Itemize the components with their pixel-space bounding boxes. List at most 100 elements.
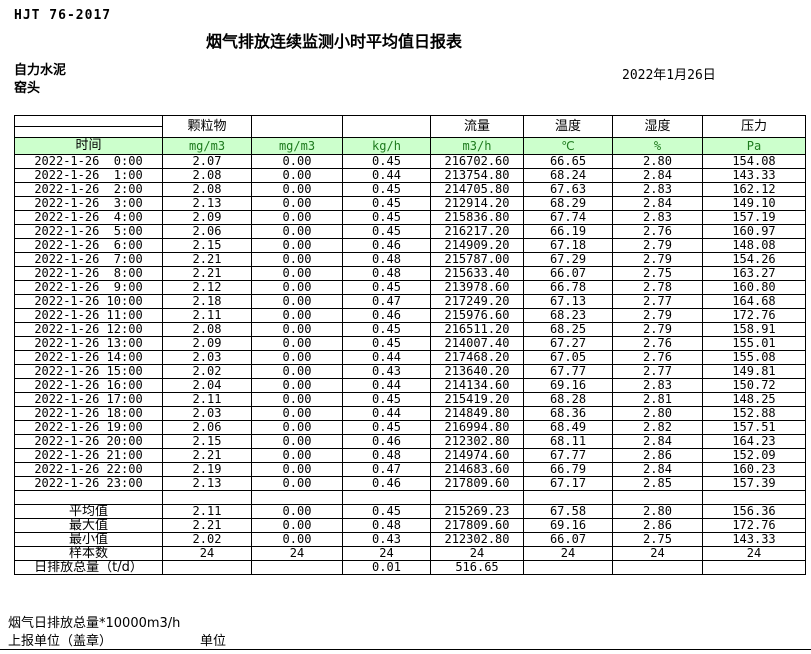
value-cell: 214974.60 (430, 448, 524, 463)
value-cell: 2.79 (612, 238, 703, 253)
value-cell: 2.11 (162, 504, 252, 519)
value-cell: 2.21 (162, 448, 252, 463)
value-cell: 2.75 (612, 266, 703, 281)
value-cell: 68.28 (523, 392, 613, 407)
value-cell: 215836.80 (430, 210, 524, 225)
empty-cell (162, 490, 252, 505)
value-cell: 2.04 (162, 378, 252, 393)
table-row: 2022-1-26 12:00 2.08 0.00 0.45 216511.20 68.2… (14, 322, 806, 337)
value-cell: 162.12 (702, 182, 806, 197)
value-cell: 0.45 (342, 154, 431, 169)
value-cell: 0.45 (342, 392, 431, 407)
table-row: 2022-1-26 3:00 2.13 0.00 0.45 212914.20 68.29… (14, 196, 806, 211)
value-cell: 66.19 (523, 224, 613, 239)
time-cell: 2022-1-26 19:00 (14, 420, 163, 435)
table-row: 2022-1-26 13:00 2.09 0.00 0.45 214007.40 67.2… (14, 336, 806, 351)
report-unit-label: 上报单位（盖章） (8, 634, 113, 649)
value-cell: 0.44 (342, 168, 431, 183)
value-cell: 67.27 (523, 336, 613, 351)
time-cell: 2022-1-26 21:00 (14, 448, 163, 463)
value-cell: 2.83 (612, 210, 703, 225)
value-cell: 24 (430, 546, 524, 561)
time-cell: 2022-1-26 1:00 (14, 168, 163, 183)
col-group-temperature: 温度 (523, 115, 613, 138)
value-cell: 0.46 (342, 476, 431, 491)
value-cell: 67.13 (523, 294, 613, 309)
row-label-cell: 日排放总量（t/d） (14, 560, 163, 575)
time-cell: 2022-1-26 15:00 (14, 364, 163, 379)
value-cell: 66.07 (523, 532, 613, 547)
col-group-blank-1 (251, 115, 343, 138)
value-cell: 0.00 (251, 476, 343, 491)
value-cell: 216511.20 (430, 322, 524, 337)
value-cell: 2.21 (162, 266, 252, 281)
value-cell: 160.23 (702, 462, 806, 477)
value-cell: 2.84 (612, 196, 703, 211)
summary-row: 最大值 2.21 0.00 0.48 217809.60 69.16 2.86 172.76 (14, 518, 806, 533)
report-date: 2022年1月26日 (622, 68, 716, 83)
value-cell: 2.84 (612, 462, 703, 477)
value-cell: 0.48 (342, 252, 431, 267)
value-cell: 67.18 (523, 238, 613, 253)
value-cell: 0.45 (342, 224, 431, 239)
value-cell: 2.03 (162, 350, 252, 365)
value-cell: 24 (342, 546, 431, 561)
row-label-cell: 平均值 (14, 504, 163, 519)
value-cell: 0.00 (251, 532, 343, 547)
value-cell: 0.48 (342, 448, 431, 463)
value-cell: 67.05 (523, 350, 613, 365)
time-cell: 2022-1-26 17:00 (14, 392, 163, 407)
empty-cell (342, 490, 431, 505)
col-group-blank-2 (342, 115, 431, 138)
value-cell: 0.00 (251, 224, 343, 239)
value-cell: 2.79 (612, 308, 703, 323)
value-cell: 215976.60 (430, 308, 524, 323)
value-cell: 2.84 (612, 434, 703, 449)
value-cell: 69.16 (523, 378, 613, 393)
value-cell: 0.00 (251, 280, 343, 295)
value-cell: 66.78 (523, 280, 613, 295)
time-cell: 2022-1-26 12:00 (14, 322, 163, 337)
value-cell: 2.02 (162, 532, 252, 547)
value-cell: 0.46 (342, 238, 431, 253)
value-cell: 0.45 (342, 280, 431, 295)
value-cell: 0.00 (251, 154, 343, 169)
table-row: 2022-1-26 6:00 2.15 0.00 0.46 214909.20 67.18… (14, 238, 806, 253)
spacer-row (14, 490, 806, 505)
value-cell: 67.29 (523, 252, 613, 267)
value-cell: 0.00 (251, 434, 343, 449)
value-cell: 2.86 (612, 448, 703, 463)
unit-kgh: kg/h (342, 137, 431, 155)
value-cell: 67.77 (523, 448, 613, 463)
value-cell: 2.76 (612, 224, 703, 239)
value-cell: 214134.60 (430, 378, 524, 393)
value-cell: 2.77 (612, 294, 703, 309)
value-cell: 0.00 (251, 252, 343, 267)
value-cell: 212302.80 (430, 532, 524, 547)
value-cell: 66.07 (523, 266, 613, 281)
value-cell: 0.00 (251, 196, 343, 211)
table-row: 2022-1-26 8:00 2.21 0.00 0.48 215633.40 66.07… (14, 266, 806, 281)
value-cell: 2.11 (162, 308, 252, 323)
value-cell: 68.29 (523, 196, 613, 211)
value-cell: 160.80 (702, 280, 806, 295)
value-cell: 24 (251, 546, 343, 561)
value-cell: 0.44 (342, 378, 431, 393)
value-cell: 164.68 (702, 294, 806, 309)
col-group-pressure: 压力 (702, 115, 806, 138)
table-row: 2022-1-26 4:00 2.09 0.00 0.45 215836.80 67.74… (14, 210, 806, 225)
empty-cell (612, 490, 703, 505)
time-cell: 2022-1-26 6:00 (14, 238, 163, 253)
value-cell: 2.06 (162, 420, 252, 435)
value-cell: 2.09 (162, 336, 252, 351)
time-cell: 2022-1-26 14:00 (14, 350, 163, 365)
table-row: 2022-1-26 19:00 2.06 0.00 0.45 216994.80 68.4… (14, 420, 806, 435)
value-cell: 0.01 (342, 560, 431, 575)
value-cell: 0.00 (251, 364, 343, 379)
value-cell: 0.43 (342, 532, 431, 547)
value-cell: 213640.20 (430, 364, 524, 379)
value-cell: 0.47 (342, 294, 431, 309)
value-cell: 152.09 (702, 448, 806, 463)
value-cell: 0.00 (251, 322, 343, 337)
units-row: 时间 mg/m3 mg/m3 kg/h m3/h ℃ % Pa (14, 137, 806, 155)
